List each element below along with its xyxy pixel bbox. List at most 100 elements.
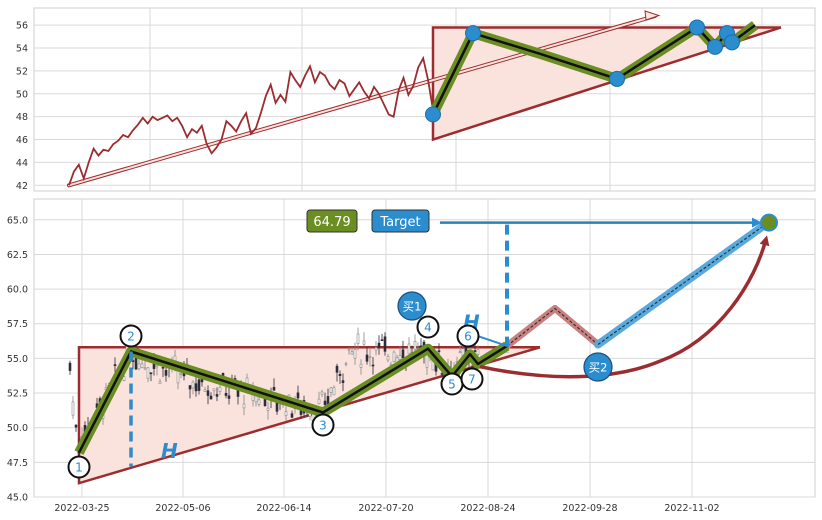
candle-body bbox=[362, 340, 366, 345]
candle-body bbox=[284, 411, 288, 416]
upper-pivot-point bbox=[465, 25, 481, 42]
candlestick-series bbox=[68, 327, 480, 458]
value-badge-text: 64.79 bbox=[313, 215, 350, 230]
candle-body bbox=[338, 373, 342, 376]
projection-red-core bbox=[506, 307, 599, 347]
x-tick-label: 2022-08-24 bbox=[460, 503, 515, 514]
candle-body bbox=[401, 349, 405, 359]
upper-pivot-point bbox=[689, 19, 705, 36]
candle-body bbox=[272, 386, 276, 391]
candle-body bbox=[227, 395, 231, 399]
projection-blue-band bbox=[594, 218, 772, 349]
candle-body bbox=[143, 367, 147, 370]
lower-y-tick-label: 60.0 bbox=[7, 285, 28, 296]
candle-body bbox=[473, 350, 477, 352]
target-point bbox=[760, 213, 778, 232]
candle-body bbox=[476, 349, 480, 355]
lower-overlay-core bbox=[77, 344, 508, 454]
candle-body bbox=[368, 356, 372, 358]
candle-body bbox=[164, 370, 168, 376]
pattern-point-marker bbox=[119, 324, 143, 348]
candle-body bbox=[155, 365, 159, 368]
lower-y-tick-label: 50.0 bbox=[7, 423, 28, 434]
pattern-point-label: 2 bbox=[127, 330, 135, 344]
upper-price-series bbox=[68, 55, 434, 186]
candle-body bbox=[206, 390, 210, 396]
pattern-point-label: 7 bbox=[468, 373, 476, 387]
x-tick-label: 2022-06-14 bbox=[256, 503, 311, 514]
candle-body bbox=[425, 354, 429, 368]
buy-point-marker bbox=[397, 291, 427, 321]
lower-y-tick-label: 62.5 bbox=[7, 250, 28, 261]
upper-y-tick-label: 52 bbox=[16, 66, 28, 77]
target-badge-text: Target bbox=[379, 215, 420, 230]
lower-x-axis: 2022-03-25 2022-05-06 2022-06-14 2022-07-20… bbox=[54, 503, 719, 514]
upper-y-tick-label: 42 bbox=[16, 181, 28, 192]
lower-panel: 45.0 47.5 50.0 52.5 55.0 57.5 60.0 62.5 65.0 202… bbox=[7, 198, 816, 514]
candle-body bbox=[203, 389, 207, 392]
candle-body bbox=[212, 388, 216, 392]
upper-pivot-points bbox=[425, 19, 740, 123]
upper-y-tick-label: 44 bbox=[16, 158, 28, 169]
x-tick-label: 2022-11-02 bbox=[664, 503, 719, 514]
candle-body bbox=[440, 373, 444, 375]
pattern-point-marker bbox=[416, 315, 440, 339]
candle-body bbox=[383, 336, 387, 352]
candle-body bbox=[380, 339, 384, 341]
candle-body bbox=[71, 401, 75, 416]
candle-body bbox=[374, 347, 378, 351]
upper-y-tick-label: 46 bbox=[16, 135, 28, 146]
upper-y-axis: 42 44 46 48 50 52 54 56 bbox=[16, 21, 28, 192]
upper-y-tick-label: 50 bbox=[16, 89, 28, 100]
pattern-point-label: 6 bbox=[464, 330, 472, 344]
candle-body bbox=[320, 391, 324, 395]
upper-y-tick-label: 56 bbox=[16, 21, 28, 32]
candle-body bbox=[161, 366, 165, 369]
buy-point-markers: 买1 买2 bbox=[397, 291, 613, 382]
pattern-point-marker bbox=[311, 413, 335, 437]
long-arrow-head bbox=[644, 10, 661, 21]
buy-point-marker bbox=[583, 352, 613, 382]
candle-body bbox=[257, 399, 261, 405]
candle-body bbox=[353, 349, 357, 359]
candle-body bbox=[146, 367, 150, 379]
buy-point-label: 买2 bbox=[589, 361, 608, 375]
candle-body bbox=[218, 386, 222, 392]
upper-pivot-point bbox=[425, 106, 441, 123]
candle-body bbox=[74, 424, 78, 428]
lower-y-tick-label: 47.5 bbox=[7, 458, 28, 469]
candle-body bbox=[137, 363, 141, 370]
upper-price-line bbox=[68, 55, 434, 186]
pattern-point-marker bbox=[460, 367, 484, 391]
x-tick-label: 2022-03-25 bbox=[54, 503, 109, 514]
lower-y-tick-label: 52.5 bbox=[7, 389, 28, 400]
candle-body bbox=[209, 395, 213, 400]
candle-body bbox=[386, 356, 390, 361]
curved-red-arrow bbox=[479, 235, 770, 379]
candle-body bbox=[341, 380, 345, 383]
pattern-point-markers: 1 2 3 4 5 6 7 bbox=[67, 315, 484, 479]
upper-pivot-point bbox=[609, 70, 625, 87]
lower-y-tick-label: 55.0 bbox=[7, 354, 28, 365]
candle-body bbox=[413, 340, 417, 350]
candle-body bbox=[140, 363, 144, 368]
candle-body bbox=[275, 401, 279, 412]
value-badge-box bbox=[306, 209, 358, 233]
lower-y-tick-label: 45.0 bbox=[7, 493, 28, 504]
x-tick-label: 2022-09-28 bbox=[562, 503, 617, 514]
target-badge-box bbox=[371, 209, 430, 233]
candle-body bbox=[242, 403, 246, 409]
candle-body bbox=[149, 372, 153, 375]
candle-body bbox=[458, 351, 462, 354]
candle-body bbox=[158, 381, 162, 385]
upper-y-tick-label: 48 bbox=[16, 112, 28, 123]
lower-y-axis: 45.0 47.5 50.0 52.5 55.0 57.5 60.0 62.5 65.0 bbox=[7, 215, 28, 503]
upper-pivot-point bbox=[707, 38, 723, 55]
candle-body bbox=[329, 387, 333, 393]
upper-pivot-point bbox=[724, 34, 740, 51]
candle-body bbox=[344, 363, 348, 365]
candle-body bbox=[179, 373, 183, 375]
candle-body bbox=[377, 342, 381, 348]
